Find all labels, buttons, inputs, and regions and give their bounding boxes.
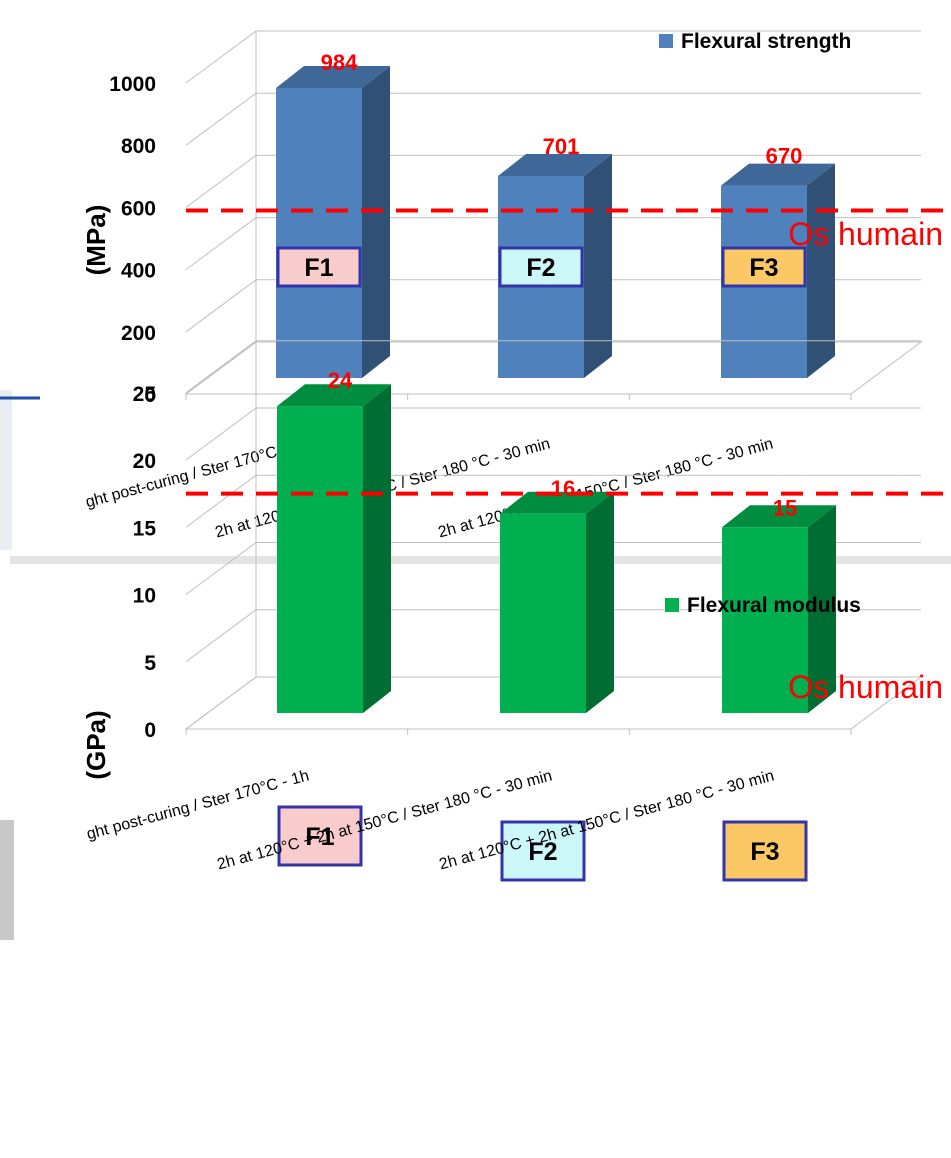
y-tick-label: 15 bbox=[133, 517, 157, 540]
bar-top bbox=[498, 153, 612, 176]
y-tick-label: 0 bbox=[144, 719, 156, 742]
data-label: 670 bbox=[766, 144, 803, 169]
y-axis-label: (GPa) bbox=[81, 710, 111, 779]
bar bbox=[500, 491, 614, 713]
bar-side bbox=[362, 65, 390, 378]
side-gridline bbox=[185, 279, 257, 333]
legend-label: Flexural strength bbox=[681, 30, 851, 53]
bar-top bbox=[500, 491, 614, 514]
data-label: 984 bbox=[321, 50, 358, 75]
data-label: 24 bbox=[328, 368, 353, 393]
side-gridline bbox=[185, 474, 257, 528]
bar-tag-label: F2 bbox=[526, 254, 555, 282]
bar-tag: F1 bbox=[276, 246, 362, 288]
bar-tag-label: F3 bbox=[750, 838, 779, 866]
legend-swatch bbox=[659, 34, 673, 48]
bar-tag-box bbox=[498, 246, 584, 288]
bar-tag-label: F2 bbox=[528, 838, 557, 866]
bar bbox=[277, 384, 391, 713]
data-label: 15 bbox=[773, 495, 797, 520]
legend-label: Flexural modulus bbox=[687, 594, 861, 617]
y-tick-label: 1000 bbox=[109, 73, 156, 96]
flexural-strength-chart: 0 200 400 600 800 1000 (MPa) 984 F1 701 F2 670 F3 Os … bbox=[81, 30, 948, 541]
side-gridline bbox=[185, 154, 257, 208]
bar-top bbox=[276, 65, 390, 88]
bar-top bbox=[721, 163, 835, 186]
y-tick-label: 25 bbox=[133, 383, 157, 406]
side-gridline bbox=[185, 609, 257, 663]
bar-side bbox=[584, 153, 612, 378]
category-label: ght post-curing / Ster 170°C - 1h bbox=[84, 435, 310, 511]
bar-tag-box bbox=[277, 805, 363, 867]
bar-tag: F1 bbox=[277, 805, 363, 867]
bar-top bbox=[722, 505, 836, 528]
bar bbox=[276, 65, 390, 378]
bar-tag-label: F1 bbox=[305, 823, 334, 851]
side-gridline bbox=[185, 407, 257, 461]
y-tick-label: 20 bbox=[133, 450, 156, 473]
bar-top bbox=[277, 384, 391, 407]
bar-front bbox=[500, 513, 586, 713]
legend-swatch bbox=[665, 598, 679, 612]
y-tick-label: 600 bbox=[121, 197, 156, 220]
y-tick-label: 0 bbox=[144, 384, 156, 407]
bar-tag: F3 bbox=[721, 246, 807, 288]
bar-side bbox=[807, 163, 835, 378]
side-gridline bbox=[185, 30, 257, 84]
bar-tag: F2 bbox=[500, 820, 586, 882]
flexural-modulus-chart: 0 5 10 15 20 25 (GPa) 24 F1 16 F2 15 F3 Os humain Flex… bbox=[81, 340, 948, 882]
reference-label: Os humain bbox=[788, 669, 943, 705]
left-edge-gray-block bbox=[0, 820, 14, 940]
bar-tag-box bbox=[276, 246, 362, 288]
bar-tag-label: F3 bbox=[749, 254, 778, 282]
side-gridline bbox=[185, 92, 257, 146]
y-tick-label: 400 bbox=[121, 260, 156, 283]
bar-tag-box bbox=[722, 820, 808, 882]
category-label: ght post-curing / Ster 170°C - 1h bbox=[85, 767, 311, 843]
side-gridline bbox=[185, 340, 257, 394]
bar-front bbox=[276, 87, 362, 378]
data-label: 701 bbox=[543, 134, 580, 159]
y-tick-label: 200 bbox=[121, 322, 156, 345]
side-gridline bbox=[185, 217, 257, 271]
bar-side bbox=[586, 491, 614, 713]
data-label: 16 bbox=[551, 476, 575, 501]
left-edge-strip bbox=[0, 390, 12, 550]
bar-tag-box bbox=[721, 246, 807, 288]
bar-tag-box bbox=[500, 820, 586, 882]
side-gridline bbox=[185, 542, 257, 595]
bar-front bbox=[722, 527, 808, 713]
panel-divider bbox=[10, 556, 951, 564]
bar-tag: F2 bbox=[498, 246, 584, 288]
bar bbox=[722, 505, 836, 713]
y-axis-label: (MPa) bbox=[81, 205, 111, 276]
bar-tag: F3 bbox=[722, 820, 808, 882]
bar-side bbox=[363, 384, 391, 713]
y-tick-label: 5 bbox=[144, 652, 156, 675]
y-tick-label: 800 bbox=[121, 135, 156, 158]
y-tick-label: 10 bbox=[133, 585, 156, 608]
reference-label: Os humain bbox=[788, 216, 943, 252]
bar-front bbox=[277, 406, 363, 713]
bar-side bbox=[808, 505, 836, 713]
bar-tag-label: F1 bbox=[304, 254, 333, 282]
